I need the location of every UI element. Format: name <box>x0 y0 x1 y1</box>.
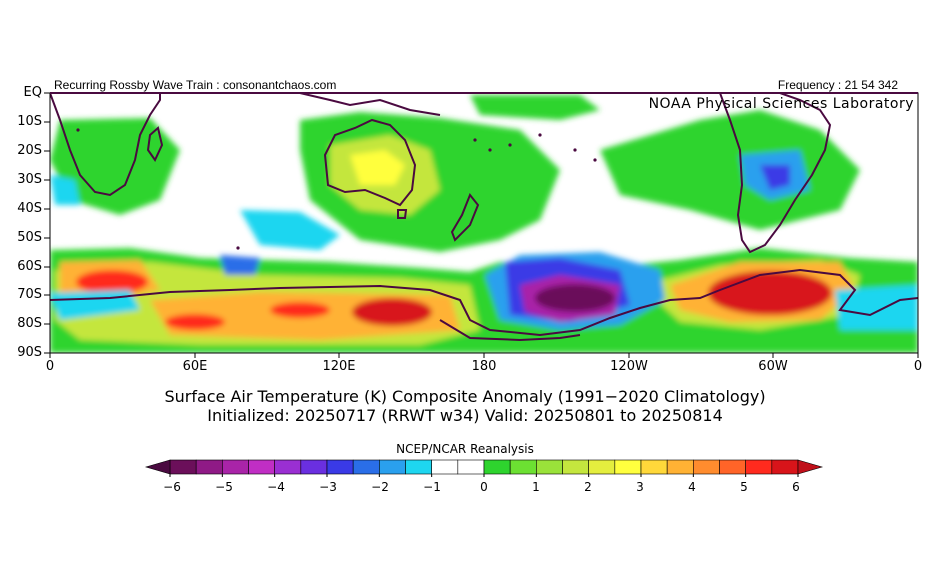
colorbar-label: 2 <box>584 480 592 494</box>
island-dot <box>508 143 512 147</box>
colorbar-label: −6 <box>163 480 181 494</box>
colorbar-swatch <box>483 459 511 475</box>
colorbar-label: 4 <box>688 480 696 494</box>
colorbar-swatch <box>300 459 328 475</box>
colorbar-label: 6 <box>792 480 800 494</box>
colorbar-swatch <box>405 459 432 475</box>
lat-label: 50S <box>17 230 42 245</box>
anomaly-patch <box>50 175 80 205</box>
anomaly-patch <box>220 255 260 275</box>
island-dot <box>538 133 542 137</box>
colorbar-label: −1 <box>423 480 441 494</box>
lat-label: 90S <box>17 345 42 360</box>
map-title-line2: Initialized: 20250717 (RRWT w34) Valid: … <box>207 406 723 425</box>
lat-label: 60S <box>17 259 42 274</box>
anomaly-patch <box>50 118 180 215</box>
colorbar-high-arrow <box>797 459 824 475</box>
lat-label: 40S <box>17 201 42 216</box>
antarctica-coastline <box>50 268 918 337</box>
map-title-line1: Surface Air Temperature (K) Composite An… <box>164 387 766 406</box>
colorbar-swatch <box>248 459 275 475</box>
colorbar-swatch <box>640 459 668 475</box>
australia-coastline <box>323 118 417 207</box>
indonesia-coastline <box>299 93 441 116</box>
new-zealand-coastline <box>450 193 480 242</box>
colorbar-swatch <box>745 459 773 475</box>
colorbar-swatch <box>352 459 380 475</box>
lon-label: 120E <box>322 359 356 374</box>
colorbar-label: −5 <box>215 480 233 494</box>
colorbar-swatch <box>666 459 694 475</box>
lon-label: 180 <box>471 359 497 374</box>
colorbar-swatch <box>431 459 459 475</box>
madagascar-coastline <box>146 126 164 162</box>
colorbar-swatch <box>222 459 249 475</box>
colorbar-swatch <box>536 459 563 475</box>
colorbar-swatch <box>614 459 642 475</box>
colorbar <box>144 459 824 477</box>
africa-coastline <box>50 93 161 197</box>
colorbar-swatch <box>274 459 302 475</box>
island-dot <box>236 246 240 250</box>
warm-anomaly-core <box>165 314 225 330</box>
colorbar-swatch <box>588 459 616 475</box>
colorbar-swatch <box>771 459 799 475</box>
island-dot <box>473 138 477 142</box>
anomaly-patch <box>470 95 600 120</box>
lon-label: 60E <box>182 359 208 374</box>
colorbar-swatch <box>326 459 354 475</box>
lon-label: 0 <box>913 359 923 374</box>
header-frequency-label: Frequency : 21 54 342 <box>777 78 898 92</box>
cold-anomaly-core <box>535 284 615 312</box>
lab-credit: NOAA Physical Sciences Laboratory <box>648 96 914 112</box>
tasmania-coastline <box>397 209 408 219</box>
lat-label: 80S <box>17 316 42 331</box>
island-dot <box>76 128 80 132</box>
colorbar-swatch <box>509 459 537 475</box>
lon-label: 0 <box>45 359 55 374</box>
colorbar-swatch <box>562 459 589 475</box>
island-dot <box>573 148 577 152</box>
colorbar-label: −2 <box>371 480 389 494</box>
colorbar-label: 0 <box>480 480 488 494</box>
colorbar-title: NCEP/NCAR Reanalysis <box>396 442 534 456</box>
colorbar-swatch <box>195 459 223 475</box>
colorbar-label: 1 <box>532 480 540 494</box>
colorbar-low-arrow <box>144 459 171 475</box>
colorbar-swatch <box>457 459 485 475</box>
colorbar-label: −4 <box>267 480 285 494</box>
colorbar-swatch <box>693 459 720 475</box>
lat-label: 20S <box>17 143 42 158</box>
colorbar-swatch <box>169 459 197 475</box>
anomaly-patch <box>350 150 405 185</box>
colorbar-label: −3 <box>319 480 337 494</box>
lon-label: 60W <box>758 359 788 374</box>
header-source-label: Recurring Rossby Wave Train : consonantc… <box>54 78 337 92</box>
lat-label: 70S <box>17 287 42 302</box>
island-dot <box>593 158 597 162</box>
south-america-coastline <box>719 93 832 254</box>
colorbar-label: 3 <box>636 480 644 494</box>
antarctic-ice-shelf <box>439 319 581 342</box>
warm-anomaly-core <box>76 270 148 294</box>
warm-anomaly-core <box>270 302 330 318</box>
anomaly-patch <box>240 210 340 250</box>
lat-label: EQ <box>23 85 42 100</box>
warm-anomaly-core <box>352 298 432 326</box>
island-dot <box>488 148 492 152</box>
anomaly-patch <box>760 165 790 190</box>
lon-label: 120W <box>610 359 648 374</box>
colorbar-swatch <box>719 459 746 475</box>
colorbar-swatch <box>379 459 406 475</box>
lat-label: 30S <box>17 172 42 187</box>
warm-anomaly-core <box>708 271 832 315</box>
lat-label: 10S <box>17 114 42 129</box>
colorbar-label: 5 <box>740 480 748 494</box>
anomaly-patch <box>835 285 918 330</box>
